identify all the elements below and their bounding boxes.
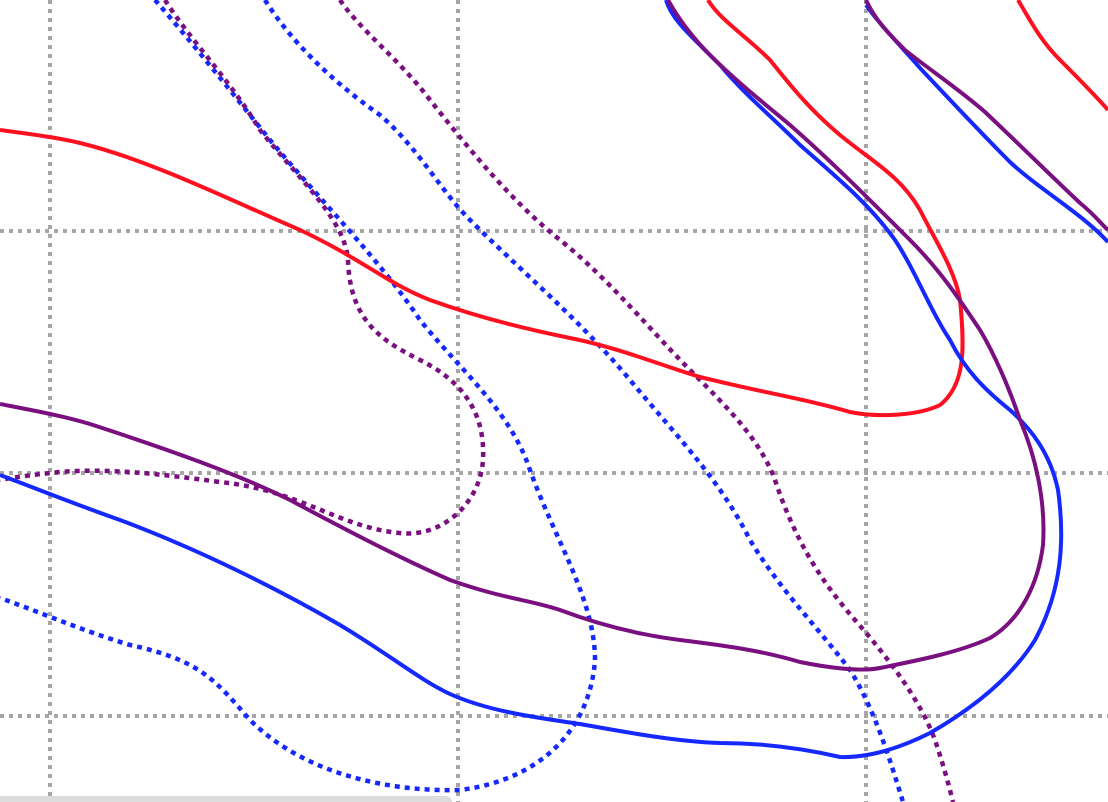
- solid-purple-track-main[interactable]: [0, 0, 1046, 672]
- solid-blue-track-main[interactable]: [0, 0, 1064, 760]
- dotted-tracks: [0, 0, 956, 802]
- solid-red-track-upper-right[interactable]: [1016, 0, 1108, 112]
- solid-blue-track-upper-right[interactable]: [864, 3, 1108, 244]
- scrollbar-handle[interactable]: [0, 796, 452, 802]
- dotted-purple-track-right[interactable]: [338, 0, 956, 802]
- dotted-blue-track-middle[interactable]: [263, 0, 906, 802]
- dotted-blue-track-left[interactable]: [0, 0, 598, 793]
- solid-tracks: [0, 0, 1108, 760]
- dotted-purple-track-left[interactable]: [0, 0, 486, 536]
- solid-purple-track-upper-right[interactable]: [864, 0, 1108, 232]
- solid-red-track-main[interactable]: [0, 0, 965, 418]
